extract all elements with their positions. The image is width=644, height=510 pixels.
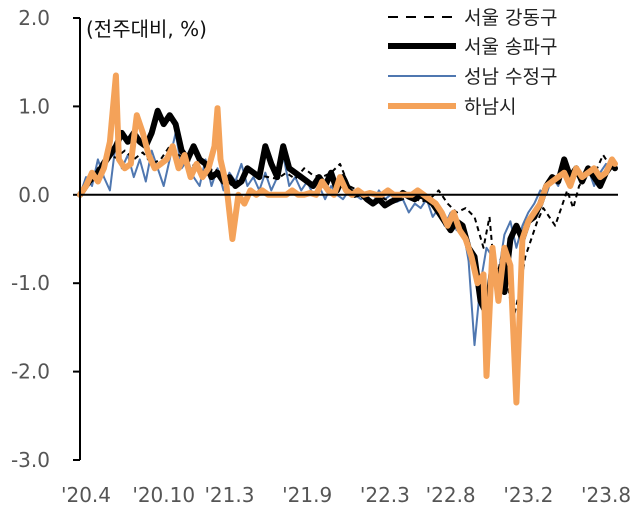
- x-tick-label: '20.4: [61, 483, 111, 507]
- series-line-3: [77, 72, 618, 406]
- x-axis-ticks: '20.4 '20.10 '21.3 '21.9 '22.3 '22.8 '23.2 '23.…: [61, 483, 631, 507]
- y-tick-label: -1.0: [11, 271, 50, 295]
- x-tick-label: '22.3: [360, 483, 410, 507]
- legend-label-0: 서울 강동구: [464, 7, 557, 29]
- legend-label-2: 성남 수정구: [464, 66, 557, 88]
- y-tick-label: 1.0: [18, 94, 50, 118]
- x-tick-label: '23.8: [581, 483, 631, 507]
- x-tick-label: '22.8: [426, 483, 476, 507]
- y-tick-label: 2.0: [18, 6, 50, 30]
- y-axis-ticks: 2.0 1.0 0.0 -1.0 -2.0 -3.0: [11, 6, 80, 472]
- x-tick-label: '21.9: [282, 483, 332, 507]
- series-line-0: [79, 145, 616, 320]
- y-tick-label: -2.0: [11, 360, 50, 384]
- x-tick-label: '23.2: [503, 483, 553, 507]
- series-lines: [77, 72, 618, 406]
- y-tick-label: -3.0: [11, 448, 50, 472]
- legend-label-3: 하남시: [464, 96, 516, 118]
- unit-label: (전주대비, %): [86, 17, 207, 41]
- x-tick-label: '20.10: [132, 483, 195, 507]
- x-tick-label: '21.3: [204, 483, 254, 507]
- legend-label-1: 서울 송파구: [464, 36, 557, 58]
- y-tick-label: 0.0: [18, 183, 50, 207]
